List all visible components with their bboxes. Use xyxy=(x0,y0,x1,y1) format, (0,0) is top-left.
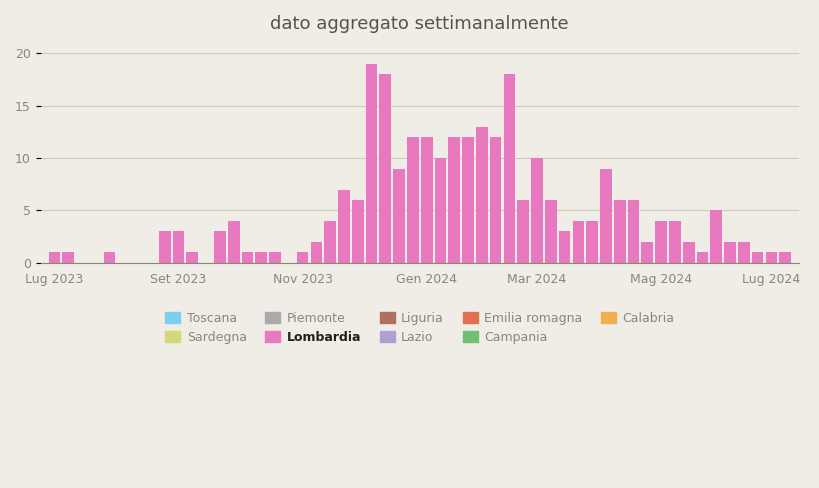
Bar xyxy=(586,221,597,263)
Bar xyxy=(517,200,528,263)
Bar xyxy=(627,200,639,263)
Bar xyxy=(545,200,556,263)
Bar xyxy=(489,137,501,263)
Bar xyxy=(228,221,239,263)
Bar xyxy=(186,252,198,263)
Bar xyxy=(173,231,184,263)
Bar xyxy=(242,252,253,263)
Bar xyxy=(558,231,570,263)
Bar xyxy=(406,137,419,263)
Bar xyxy=(613,200,625,263)
Bar xyxy=(48,252,60,263)
Bar xyxy=(709,210,722,263)
Bar xyxy=(269,252,281,263)
Bar xyxy=(214,231,225,263)
Bar xyxy=(62,252,74,263)
Bar xyxy=(351,200,363,263)
Bar xyxy=(365,64,377,263)
Bar xyxy=(103,252,115,263)
Bar xyxy=(420,137,432,263)
Bar xyxy=(503,74,514,263)
Bar xyxy=(448,137,459,263)
Bar xyxy=(668,221,680,263)
Bar xyxy=(751,252,762,263)
Bar xyxy=(159,231,170,263)
Bar xyxy=(765,252,776,263)
Bar xyxy=(640,242,653,263)
Bar xyxy=(737,242,749,263)
Bar xyxy=(379,74,391,263)
Bar xyxy=(296,252,308,263)
Bar xyxy=(324,221,336,263)
Bar xyxy=(337,189,350,263)
Bar xyxy=(682,242,694,263)
Title: dato aggregato settimanalmente: dato aggregato settimanalmente xyxy=(270,15,568,33)
Bar xyxy=(434,158,446,263)
Bar xyxy=(475,127,487,263)
Bar xyxy=(723,242,735,263)
Bar xyxy=(531,158,542,263)
Bar xyxy=(572,221,583,263)
Legend: Toscana, Sardegna, Piemonte, Lombardia, Liguria, Lazio, Emilia romagna, Campania: Toscana, Sardegna, Piemonte, Lombardia, … xyxy=(161,307,678,349)
Bar xyxy=(600,168,611,263)
Bar xyxy=(462,137,473,263)
Bar xyxy=(393,168,405,263)
Bar xyxy=(654,221,666,263)
Bar xyxy=(310,242,322,263)
Bar xyxy=(696,252,708,263)
Bar xyxy=(778,252,790,263)
Bar xyxy=(255,252,267,263)
